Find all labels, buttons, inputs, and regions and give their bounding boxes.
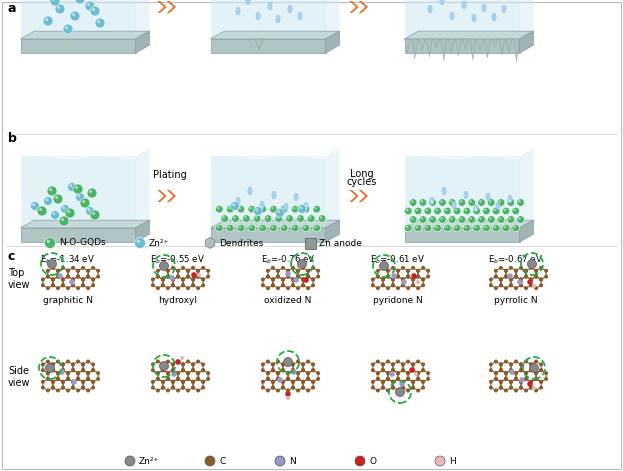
- Ellipse shape: [502, 5, 506, 13]
- Circle shape: [156, 377, 160, 381]
- Circle shape: [171, 386, 175, 390]
- Ellipse shape: [430, 197, 434, 205]
- Circle shape: [499, 266, 503, 270]
- Circle shape: [271, 380, 275, 384]
- Circle shape: [61, 218, 64, 221]
- Circle shape: [293, 277, 299, 283]
- Circle shape: [196, 275, 200, 278]
- Circle shape: [237, 224, 245, 232]
- Circle shape: [201, 277, 205, 282]
- Polygon shape: [211, 39, 325, 53]
- Circle shape: [416, 371, 420, 375]
- Circle shape: [381, 380, 385, 384]
- Circle shape: [282, 207, 284, 209]
- Circle shape: [391, 368, 395, 372]
- Circle shape: [301, 380, 305, 384]
- Circle shape: [276, 389, 280, 392]
- Circle shape: [59, 216, 69, 226]
- Circle shape: [76, 359, 80, 364]
- Circle shape: [281, 362, 285, 366]
- Circle shape: [509, 277, 513, 282]
- Circle shape: [76, 275, 80, 278]
- Circle shape: [275, 209, 285, 218]
- Circle shape: [191, 362, 195, 366]
- Circle shape: [473, 207, 480, 215]
- Circle shape: [41, 368, 45, 372]
- Circle shape: [391, 362, 395, 366]
- Circle shape: [376, 371, 380, 375]
- Circle shape: [291, 277, 295, 282]
- Circle shape: [176, 269, 180, 273]
- Circle shape: [291, 368, 295, 372]
- Circle shape: [61, 283, 65, 287]
- Circle shape: [169, 275, 175, 281]
- Circle shape: [507, 273, 513, 279]
- Circle shape: [514, 286, 518, 290]
- Circle shape: [534, 269, 538, 273]
- Circle shape: [76, 371, 80, 375]
- Circle shape: [316, 377, 320, 381]
- Circle shape: [49, 188, 52, 191]
- Circle shape: [161, 386, 165, 390]
- Circle shape: [65, 26, 68, 29]
- Circle shape: [291, 283, 295, 287]
- Polygon shape: [412, 39, 418, 59]
- Circle shape: [292, 224, 299, 232]
- Circle shape: [181, 380, 185, 384]
- Circle shape: [46, 275, 50, 278]
- Circle shape: [181, 283, 185, 287]
- Circle shape: [55, 4, 65, 14]
- Circle shape: [421, 217, 423, 219]
- Circle shape: [71, 283, 75, 287]
- Circle shape: [260, 226, 263, 228]
- Circle shape: [504, 377, 508, 381]
- Circle shape: [271, 266, 275, 270]
- Circle shape: [479, 200, 482, 203]
- Circle shape: [391, 386, 395, 390]
- Circle shape: [406, 371, 410, 375]
- Circle shape: [386, 269, 390, 273]
- Circle shape: [409, 367, 415, 373]
- Circle shape: [301, 266, 305, 270]
- Circle shape: [426, 371, 430, 375]
- Circle shape: [379, 261, 389, 270]
- Circle shape: [46, 359, 50, 364]
- Circle shape: [534, 275, 538, 278]
- Circle shape: [416, 209, 418, 211]
- Circle shape: [406, 209, 408, 211]
- Circle shape: [489, 217, 492, 219]
- Circle shape: [197, 273, 201, 277]
- Circle shape: [404, 224, 412, 232]
- Circle shape: [91, 368, 95, 372]
- Circle shape: [56, 371, 60, 375]
- Circle shape: [276, 275, 280, 278]
- Circle shape: [280, 205, 288, 213]
- Circle shape: [166, 359, 170, 364]
- Circle shape: [313, 205, 320, 213]
- Circle shape: [381, 277, 385, 282]
- Circle shape: [46, 377, 50, 381]
- Circle shape: [66, 377, 70, 381]
- Circle shape: [286, 371, 290, 375]
- Circle shape: [311, 266, 315, 270]
- Polygon shape: [404, 156, 520, 228]
- Circle shape: [156, 377, 160, 381]
- Circle shape: [161, 266, 165, 270]
- Circle shape: [171, 362, 175, 366]
- Circle shape: [51, 266, 55, 270]
- Circle shape: [276, 275, 280, 278]
- Circle shape: [46, 371, 50, 375]
- Polygon shape: [211, 220, 340, 228]
- Circle shape: [529, 368, 533, 372]
- Circle shape: [91, 380, 95, 384]
- Polygon shape: [350, 190, 359, 202]
- Polygon shape: [21, 39, 135, 53]
- Circle shape: [381, 386, 385, 390]
- Circle shape: [161, 368, 165, 372]
- Circle shape: [421, 368, 425, 372]
- Circle shape: [409, 199, 417, 206]
- Circle shape: [171, 283, 175, 287]
- Circle shape: [524, 359, 528, 364]
- Circle shape: [396, 377, 400, 381]
